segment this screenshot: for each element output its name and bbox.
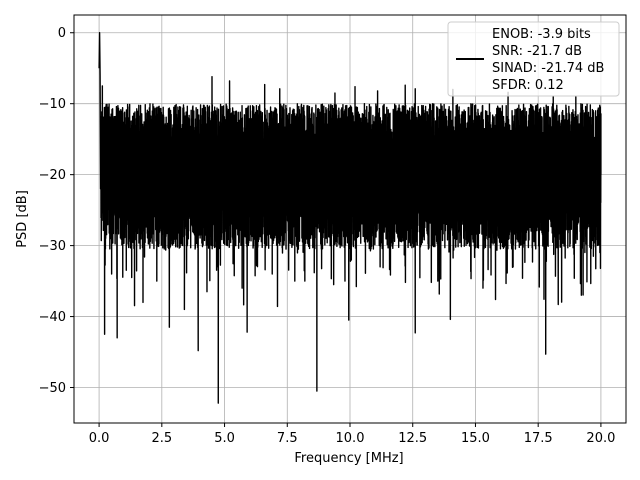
y-tick-label: −30 — [39, 239, 66, 254]
x-tick-label: 7.5 — [277, 431, 298, 446]
x-tick-label: 0.0 — [89, 431, 110, 446]
legend-enob: ENOB: -3.9 bits — [492, 27, 591, 42]
legend: ENOB: -3.9 bits SNR: -21.7 dB SINAD: -21… — [447, 21, 620, 97]
y-tick-label: −10 — [39, 97, 66, 112]
y-tick-label: 0 — [58, 26, 66, 41]
y-tick-label: −50 — [39, 381, 66, 396]
x-tick-label: 2.5 — [151, 431, 172, 446]
legend-box — [447, 21, 620, 97]
x-axis-label: Frequency [MHz] — [294, 451, 403, 466]
x-axis-ticks: 0.0 2.5 5.0 7.5 10.0 12.5 15.0 17.5 20.0 — [89, 423, 615, 446]
y-tick-label: −20 — [39, 168, 66, 183]
y-axis-ticks: 0 −10 −20 −30 −40 −50 — [39, 26, 74, 396]
y-axis-label: PSD [dB] — [15, 190, 30, 248]
legend-sfdr: SFDR: 0.12 — [492, 78, 564, 93]
psd-series-line — [98, 32, 602, 404]
legend-snr: SNR: -21.7 dB — [492, 44, 582, 59]
series-layer — [98, 32, 602, 404]
x-tick-label: 15.0 — [461, 431, 490, 446]
legend-sinad: SINAD: -21.74 dB — [492, 61, 604, 76]
y-tick-label: −40 — [39, 310, 66, 325]
x-tick-label: 12.5 — [398, 431, 427, 446]
x-tick-label: 10.0 — [336, 431, 365, 446]
x-tick-label: 17.5 — [524, 431, 553, 446]
x-tick-label: 5.0 — [214, 431, 235, 446]
x-tick-label: 20.0 — [586, 431, 615, 446]
